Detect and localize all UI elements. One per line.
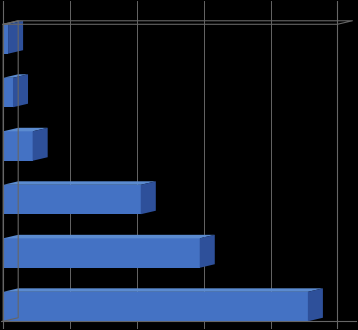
Polygon shape — [3, 185, 141, 214]
Polygon shape — [3, 181, 156, 185]
Polygon shape — [3, 128, 48, 131]
Polygon shape — [3, 235, 215, 238]
Polygon shape — [3, 74, 28, 78]
Polygon shape — [8, 21, 23, 54]
Polygon shape — [141, 181, 156, 214]
Polygon shape — [308, 288, 323, 321]
Polygon shape — [3, 24, 8, 54]
Polygon shape — [33, 128, 48, 161]
Polygon shape — [3, 21, 23, 24]
Polygon shape — [3, 131, 33, 161]
Polygon shape — [3, 238, 200, 268]
Polygon shape — [13, 74, 28, 107]
Polygon shape — [3, 288, 323, 292]
Polygon shape — [3, 292, 308, 321]
Polygon shape — [3, 78, 13, 107]
Polygon shape — [200, 235, 215, 268]
